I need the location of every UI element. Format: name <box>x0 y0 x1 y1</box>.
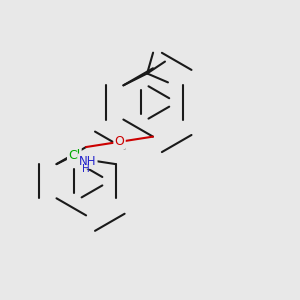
Text: H: H <box>82 164 90 174</box>
Text: Cl: Cl <box>68 149 80 162</box>
Text: O: O <box>115 135 124 148</box>
Text: NH: NH <box>79 154 96 168</box>
